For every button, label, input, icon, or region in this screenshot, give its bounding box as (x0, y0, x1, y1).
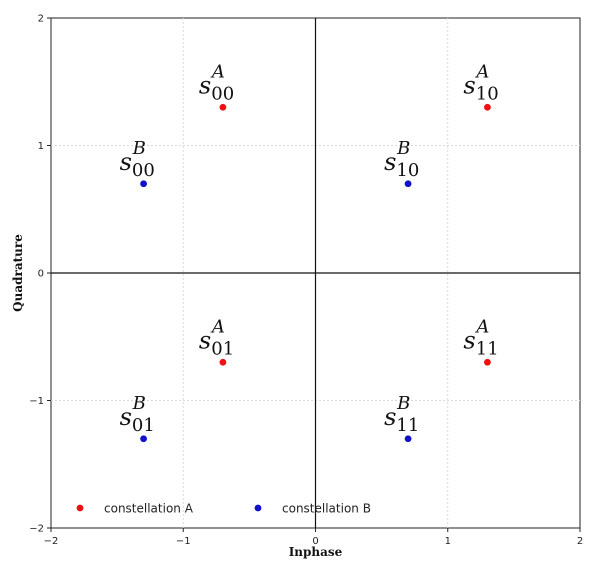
label-base: s (120, 148, 132, 176)
legend-marker-b (254, 504, 262, 512)
y-tick-label: 2 (38, 14, 44, 25)
label-superscript: A (210, 61, 225, 82)
legend-label-a: constellation A (104, 502, 194, 516)
x-ticks: −2 −1 0 1 2 (44, 528, 583, 547)
point-label: s10 (463, 71, 498, 104)
y-ticks: −2 −1 0 1 2 (29, 14, 51, 535)
label-subscript: 00 (132, 160, 155, 181)
data-point-a (484, 103, 491, 111)
data-point-b (404, 435, 412, 443)
label-base: s (199, 71, 211, 99)
label-base: s (463, 71, 475, 99)
point-label: s11 (463, 326, 498, 359)
label-subscript: 11 (476, 338, 499, 359)
label-subscript: 10 (396, 160, 419, 181)
legend: constellation A constellation B (76, 502, 371, 516)
y-tick-label: −1 (29, 396, 44, 407)
label-superscript: A (474, 61, 489, 82)
label-base: s (199, 326, 211, 354)
point-label: s01 (199, 326, 234, 359)
data-point-b (140, 180, 147, 188)
x-axis-label: Inphase (289, 545, 343, 559)
label-subscript: 01 (132, 415, 155, 436)
data-points (140, 103, 491, 443)
x-tick-label: 1 (445, 536, 451, 547)
data-point-a (484, 358, 491, 366)
data-point-a (219, 358, 227, 366)
label-base: s (384, 148, 396, 176)
data-point-a (219, 103, 227, 111)
label-base: s (384, 403, 396, 431)
label-superscript: B (132, 393, 146, 414)
legend-label-b: constellation B (282, 502, 371, 516)
label-subscript: 00 (211, 83, 234, 104)
legend-marker-a (76, 504, 84, 512)
x-tick-label: −1 (176, 536, 191, 547)
label-superscript: B (396, 393, 410, 414)
point-label: s11 (384, 403, 419, 436)
label-subscript: 01 (211, 338, 234, 359)
label-subscript: 11 (396, 415, 419, 436)
zero-axes (51, 18, 580, 528)
point-label: s00 (120, 148, 155, 181)
point-label: s10 (384, 148, 419, 181)
x-tick-label: 2 (577, 536, 583, 547)
y-axis-label: Quadrature (11, 234, 25, 312)
data-point-b (404, 180, 412, 188)
x-tick-label: 0 (312, 536, 318, 547)
y-tick-label: −2 (29, 524, 44, 535)
data-point-b (140, 435, 147, 443)
x-tick-label: −2 (44, 536, 59, 547)
label-superscript: B (132, 138, 146, 159)
point-label: s00 (199, 71, 234, 104)
label-subscript: 10 (476, 83, 499, 104)
label-superscript: A (474, 316, 489, 337)
label-superscript: B (396, 138, 410, 159)
label-base: s (463, 326, 475, 354)
label-superscript: A (210, 316, 225, 337)
y-tick-label: 1 (38, 141, 44, 152)
y-tick-label: 0 (38, 269, 44, 280)
point-label: s01 (120, 403, 155, 436)
label-base: s (120, 403, 132, 431)
